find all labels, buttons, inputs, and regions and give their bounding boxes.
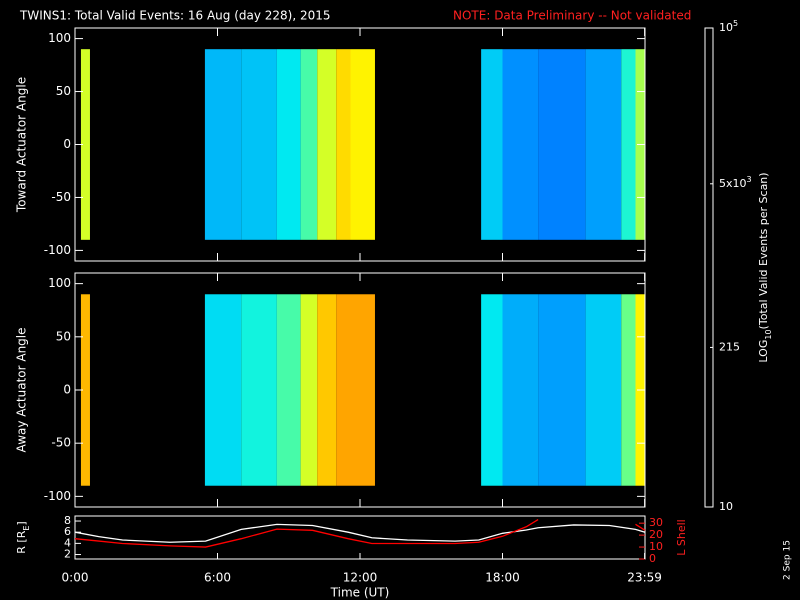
tick-label-exponent: 3 xyxy=(747,175,752,184)
y2-tick-label: 10 xyxy=(649,540,663,553)
y-tick-label: -100 xyxy=(44,243,71,257)
label-part: LOG xyxy=(757,340,770,363)
label-part: (Total Valid Events per Scan) xyxy=(757,172,770,329)
spectrogram-cell xyxy=(300,294,318,486)
colorbar-label: LOG10(Total Valid Events per Scan) xyxy=(757,172,773,362)
x-tick-label: 12:00 xyxy=(343,571,378,585)
y-tick-label: 100 xyxy=(48,31,71,45)
spectrogram-cell xyxy=(621,49,636,240)
spectrogram-cell xyxy=(585,49,622,240)
label-part: ] xyxy=(15,521,28,525)
y-tick-label: 8 xyxy=(64,514,71,527)
x-tick-label: 23:59 xyxy=(627,571,662,585)
y-tick-label: 0 xyxy=(63,137,71,151)
spectrogram-cell xyxy=(317,49,337,240)
x-tick-label: 6:00 xyxy=(204,571,231,585)
spectrogram-cell xyxy=(80,49,90,240)
x-tick-label: 0:00 xyxy=(62,571,89,585)
spectrogram-cell xyxy=(241,49,277,240)
y-axis-label: R [RE] xyxy=(15,521,31,553)
orbit-line xyxy=(74,523,646,543)
spectrogram-cell xyxy=(317,294,337,486)
spectrogram-cell xyxy=(350,49,375,240)
spectrogram-cell xyxy=(80,294,90,486)
label-part: E xyxy=(22,526,31,531)
y-tick-label: 50 xyxy=(56,329,71,343)
spectrogram-cell xyxy=(204,49,242,240)
spectrogram-cell xyxy=(585,294,622,486)
x-axis-label: Time (UT) xyxy=(330,586,390,600)
y2-axis-label: L Shell xyxy=(675,519,688,555)
spectrogram-cell xyxy=(621,294,636,486)
y-tick-label: -100 xyxy=(44,489,71,503)
tick-label-text: 5x10 xyxy=(719,177,747,190)
y2-tick-label: 30 xyxy=(649,516,663,529)
spectrogram-cell xyxy=(241,294,277,486)
spectrogram-cell xyxy=(336,49,351,240)
spectrogram-cell xyxy=(481,49,503,240)
y-tick-label: 4 xyxy=(64,536,71,549)
y-tick-label: 50 xyxy=(56,84,71,98)
y2-tick-label: 0 xyxy=(649,552,656,565)
y-axis-label: Away Actuator Angle xyxy=(15,327,29,452)
colorbar-tick-label: 5x103 xyxy=(719,175,752,190)
spectrogram-cell xyxy=(276,294,301,486)
spectrogram-cell xyxy=(538,49,586,240)
y-tick-label: 2 xyxy=(64,548,71,561)
colorbar-tick-label: 215 xyxy=(719,340,740,353)
y2-tick-label: 20 xyxy=(649,528,663,541)
orbit-frame xyxy=(74,515,646,560)
spectrogram-cell xyxy=(276,49,301,240)
date-stamp: 2 Sep 15 xyxy=(783,540,793,580)
colorbar-tick-label: 105 xyxy=(719,19,738,34)
colorbar-tick-label: 10 xyxy=(719,500,733,513)
orbit-line xyxy=(635,523,646,531)
y-tick-label: -50 xyxy=(51,436,71,450)
spectrogram-cell xyxy=(481,294,503,486)
spectrogram-cell xyxy=(502,294,539,486)
spectrogram-cell xyxy=(204,294,242,486)
label-part: 10 xyxy=(764,329,773,339)
tick-label-text: 215 xyxy=(719,340,740,353)
note: NOTE: Data Preliminary -- Not validated xyxy=(453,9,691,23)
label-part: R [R xyxy=(15,530,28,553)
y-tick-label: -50 xyxy=(51,190,71,204)
x-tick-label: 18:00 xyxy=(485,571,520,585)
spectrogram-cell xyxy=(538,294,586,486)
y-tick-label: 0 xyxy=(63,383,71,397)
tick-label-text: 10 xyxy=(719,21,733,34)
spectrogram-cell xyxy=(336,294,375,486)
y-axis-label: Toward Actuator Angle xyxy=(15,77,29,213)
title: TWINS1: Total Valid Events: 16 Aug (day … xyxy=(19,9,331,23)
colorbar xyxy=(704,27,714,508)
spectrogram-cell xyxy=(502,49,539,240)
orbit-line xyxy=(74,519,539,548)
y-tick-label: 6 xyxy=(64,525,71,538)
tick-label-text: 10 xyxy=(719,500,733,513)
spectrogram-cell xyxy=(300,49,318,240)
y-tick-label: 100 xyxy=(48,276,71,290)
tick-label-exponent: 5 xyxy=(733,19,738,28)
